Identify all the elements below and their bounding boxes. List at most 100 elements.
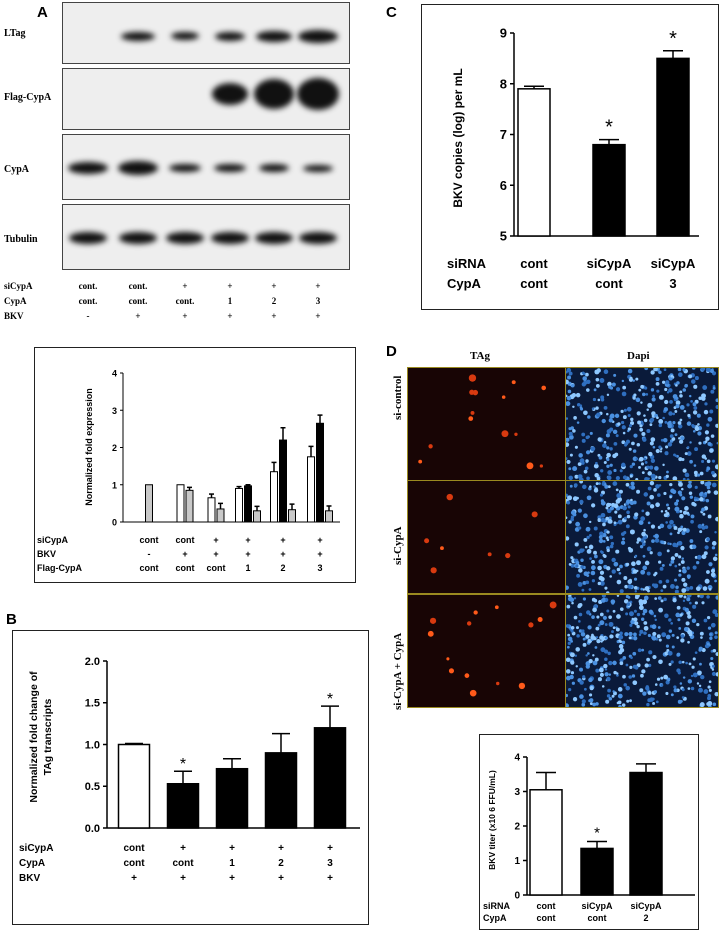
dapi-nucleus xyxy=(588,520,592,524)
dapi-nucleus xyxy=(671,645,675,649)
dapi-nucleus xyxy=(589,534,592,537)
dapi-nucleus xyxy=(625,663,629,667)
dapi-nucleus xyxy=(664,420,668,424)
dapi-nucleus xyxy=(624,632,629,637)
dapi-nucleus xyxy=(605,516,610,521)
dapi-nucleus xyxy=(681,496,686,501)
dapi-nucleus xyxy=(606,464,610,468)
dapi-nucleus xyxy=(641,648,645,652)
dapi-nucleus xyxy=(629,500,634,506)
bar xyxy=(656,57,690,237)
dapi-nucleus xyxy=(612,626,616,630)
dapi-nucleus xyxy=(660,540,665,545)
panel-c-chart: 5 6 7 8 9 BKV copies (log) per mL * * siRNA CypA c… xyxy=(447,26,699,291)
dapi-nucleus xyxy=(693,406,698,410)
bar xyxy=(253,510,261,523)
tag-positive-nucleus xyxy=(429,617,437,624)
y-axis-label: Normalized fold change of xyxy=(28,671,40,803)
dapi-nucleus xyxy=(624,584,628,589)
dapi-nucleus xyxy=(611,630,614,634)
y-axis-label: BKV copies (log) per mL xyxy=(451,68,465,207)
dapi-nucleus xyxy=(699,702,705,707)
dapi-nucleus xyxy=(699,631,704,636)
dapi-nucleus xyxy=(652,631,657,637)
dapi-nucleus xyxy=(684,452,688,456)
dapi-nucleus xyxy=(689,586,694,590)
dapi-nucleus xyxy=(604,668,608,671)
dapi-nucleus xyxy=(593,526,598,531)
dapi-nucleus xyxy=(711,459,716,463)
dapi-nucleus xyxy=(654,571,658,575)
dapi-nucleus xyxy=(644,460,648,464)
table-row-label: Flag-CypA xyxy=(37,563,83,573)
y-axis-label: BKV titer (x10 6 FFU/mL) xyxy=(487,770,497,870)
dapi-nucleus xyxy=(638,388,642,392)
dapi-nucleus xyxy=(665,474,669,479)
table-cell: + xyxy=(245,535,250,545)
dapi-nucleus xyxy=(652,394,655,398)
dapi-nucleus xyxy=(591,579,595,583)
dapi-nucleus xyxy=(675,499,680,503)
dapi-nucleus xyxy=(600,517,606,523)
dapi-nucleus xyxy=(688,481,692,484)
dapi-nucleus xyxy=(716,441,718,445)
dapi-nucleus xyxy=(650,388,655,392)
dapi-nucleus xyxy=(644,631,647,635)
dapi-nucleus xyxy=(609,575,612,578)
tag-positive-nucleus xyxy=(427,630,434,637)
dapi-nucleus xyxy=(601,490,605,495)
dapi-nucleus xyxy=(627,414,631,418)
table-cell: + xyxy=(131,873,137,884)
dapi-nucleus xyxy=(581,699,586,704)
dapi-nucleus xyxy=(620,409,624,413)
dapi-nucleus xyxy=(582,372,586,376)
dapi-nucleus xyxy=(677,540,683,546)
dapi-nucleus xyxy=(677,671,681,675)
dapi-nucleus xyxy=(599,531,604,536)
dapi-nucleus xyxy=(590,446,596,452)
tag-positive-nucleus xyxy=(464,673,470,678)
dapi-nucleus xyxy=(621,379,625,383)
dapi-nucleus xyxy=(698,646,703,651)
dapi-nucleus xyxy=(596,639,601,644)
dapi-nucleus xyxy=(687,640,690,644)
dapi-nucleus xyxy=(575,665,578,668)
dapi-nucleus xyxy=(583,571,589,576)
blot-cypa xyxy=(62,134,350,200)
dapi-nucleus xyxy=(700,368,706,371)
dapi-nucleus xyxy=(656,677,661,681)
dapi-nucleus xyxy=(686,566,690,570)
table-cell: cont xyxy=(172,858,194,869)
bar xyxy=(629,771,663,896)
dapi-nucleus xyxy=(703,409,709,415)
dapi-nucleus xyxy=(617,514,622,519)
dapi-nucleus xyxy=(585,580,590,585)
blot-row-label-bkv: BKV xyxy=(4,311,24,321)
dapi-nucleus xyxy=(633,636,638,641)
tag-image xyxy=(407,367,566,481)
dapi-nucleus xyxy=(611,557,616,563)
y-tick-label: 2 xyxy=(514,822,520,833)
dapi-nucleus xyxy=(566,459,571,465)
dapi-nucleus xyxy=(660,589,664,592)
dapi-nucleus xyxy=(635,397,641,403)
dapi-nucleus xyxy=(615,387,621,392)
tag-positive-nucleus xyxy=(494,605,499,610)
dapi-nucleus xyxy=(682,477,686,480)
dapi-nucleus xyxy=(689,459,693,464)
dapi-nucleus xyxy=(607,485,611,489)
dapi-nucleus xyxy=(602,522,606,527)
dapi-nucleus xyxy=(672,412,676,416)
blot-row-label-sicypa: siCypA xyxy=(4,281,33,291)
dapi-nucleus xyxy=(638,456,644,462)
dapi-nucleus xyxy=(594,657,599,662)
dapi-nucleus xyxy=(609,544,614,549)
dapi-nucleus xyxy=(587,571,590,574)
table-cell: + xyxy=(213,549,218,559)
dapi-nucleus xyxy=(707,441,712,446)
dapi-nucleus xyxy=(709,409,714,414)
blot-cond-cypa: 2 xyxy=(271,296,277,306)
dapi-nucleus xyxy=(701,507,706,512)
dapi-nucleus xyxy=(706,615,711,620)
dapi-nucleus xyxy=(585,634,590,639)
